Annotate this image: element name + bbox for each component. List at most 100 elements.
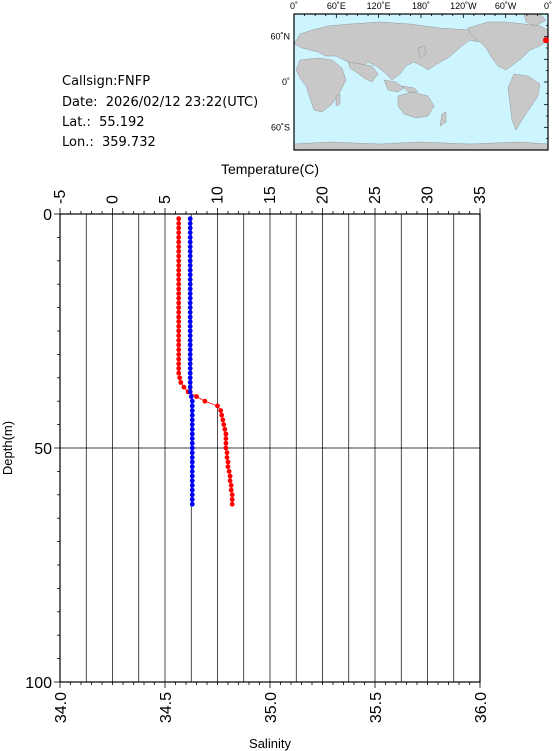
temperature-point	[227, 478, 233, 484]
salinity-point	[187, 314, 193, 320]
salinity-point	[187, 244, 193, 250]
temperature-point	[224, 450, 230, 456]
temperature-point	[223, 436, 229, 441]
temperature-point	[215, 403, 220, 409]
salinity-point	[189, 469, 195, 474]
temperature-point	[226, 469, 232, 474]
land-australia	[397, 91, 435, 119]
chart-ticks	[54, 208, 481, 688]
salinity-point	[187, 239, 193, 245]
temperature-point	[202, 398, 208, 404]
temperature-point	[176, 338, 182, 343]
temperature-tick-label: -5	[52, 190, 69, 204]
temperature-point	[176, 314, 182, 320]
salinity-point	[187, 267, 193, 273]
salinity-point	[187, 249, 193, 254]
temperature-point	[176, 277, 182, 282]
temperature-point	[176, 263, 182, 268]
salinity-point	[187, 263, 193, 268]
temperature-tick-labels: -5 0 5 10 15 20 25 30 35	[52, 186, 489, 204]
map-longitude-labels: 0˚ 60˚E 120˚E 180˚ 120˚W 60˚W 0˚	[290, 1, 552, 11]
temperature-tick-label: 10	[210, 186, 227, 204]
land-north-america	[467, 21, 549, 71]
salinity-point	[187, 221, 193, 226]
salinity-point	[189, 403, 195, 409]
temperature-tick-label: 25	[367, 186, 384, 204]
salinity-point	[187, 389, 193, 395]
salinity-point	[187, 352, 193, 357]
salinity-point	[189, 501, 195, 507]
temperature-point	[225, 459, 231, 465]
salinity-point	[189, 459, 195, 465]
temperature-point	[176, 366, 182, 371]
salinity-tick-label: 35.5	[368, 692, 385, 723]
temperature-point	[222, 426, 228, 432]
temperature-axis-title: Temperature(C)	[221, 161, 319, 177]
temperature-point	[176, 216, 182, 222]
chart-grid	[60, 214, 480, 682]
salinity-point	[188, 394, 194, 399]
land-south-america	[507, 73, 541, 131]
map-lat-label: 60˚N	[270, 32, 290, 42]
temperature-point	[176, 347, 182, 353]
map-lon-label: 0˚	[544, 1, 552, 11]
salinity-point	[187, 319, 193, 324]
map-lon-label: 0˚	[290, 1, 298, 11]
temperature-point	[228, 483, 234, 488]
temperature-tick-label: 0	[105, 195, 122, 204]
temperature-point	[181, 384, 187, 390]
temperature-point	[176, 221, 182, 226]
temperature-point	[176, 356, 182, 362]
salinity-axis-title: Salinity	[249, 736, 291, 751]
salinity-tick-labels: 34.0 34.5 35.0 35.5 36.0	[53, 692, 490, 723]
salinity-point	[187, 361, 193, 367]
temperature-point	[220, 417, 226, 423]
salinity-point	[189, 408, 195, 413]
temperature-point	[176, 253, 182, 259]
depth-tick-label: 100	[25, 675, 52, 692]
temperature-point	[224, 455, 230, 460]
salinity-point	[187, 300, 193, 306]
temperature-point	[223, 431, 229, 437]
temperature-point	[221, 422, 227, 427]
salinity-point	[187, 356, 193, 362]
temperature-point	[225, 464, 231, 470]
map-lon-label: 120˚E	[367, 1, 391, 11]
land-eurasia	[293, 21, 483, 81]
salinity-point	[187, 230, 193, 236]
land-india	[347, 61, 379, 83]
salinity-point	[187, 338, 193, 343]
map-lon-label: 60˚E	[327, 1, 346, 11]
salinity-point	[189, 417, 195, 423]
temperature-point	[194, 394, 199, 399]
salinity-point	[187, 258, 193, 264]
temperature-point	[176, 333, 182, 339]
latitude-label: Lat.: 55.192	[62, 115, 145, 130]
temperature-point	[176, 342, 182, 348]
salinity-point	[187, 347, 193, 353]
temperature-point	[176, 319, 182, 324]
depth-tick-label: 0	[43, 207, 52, 224]
salinity-point	[187, 333, 193, 339]
temperature-point	[219, 412, 225, 418]
callsign-label: Callsign:FNFP	[62, 74, 151, 89]
salinity-point	[187, 323, 193, 329]
salinity-point	[187, 235, 193, 240]
salinity-point	[189, 464, 195, 470]
salinity-point	[187, 370, 193, 376]
land-madagascar	[335, 93, 341, 107]
temperature-point	[229, 497, 235, 502]
temperature-point	[176, 244, 182, 250]
temperature-point	[176, 281, 182, 287]
land-japan	[417, 45, 427, 59]
salinity-point	[189, 450, 195, 456]
temperature-point	[176, 323, 182, 329]
temperature-point	[176, 291, 182, 296]
temperature-point	[176, 267, 182, 273]
map-lon-label: 60˚W	[495, 1, 517, 11]
salinity-point	[189, 445, 195, 451]
temperature-point	[223, 445, 229, 451]
salinity-point	[187, 384, 193, 390]
salinity-tick-label: 34.0	[53, 692, 70, 723]
profile-chart: -5 0 5 10 15 20 25 30 35 34.0 34.5 35.0 35.5 36.0 05…	[0, 161, 490, 751]
